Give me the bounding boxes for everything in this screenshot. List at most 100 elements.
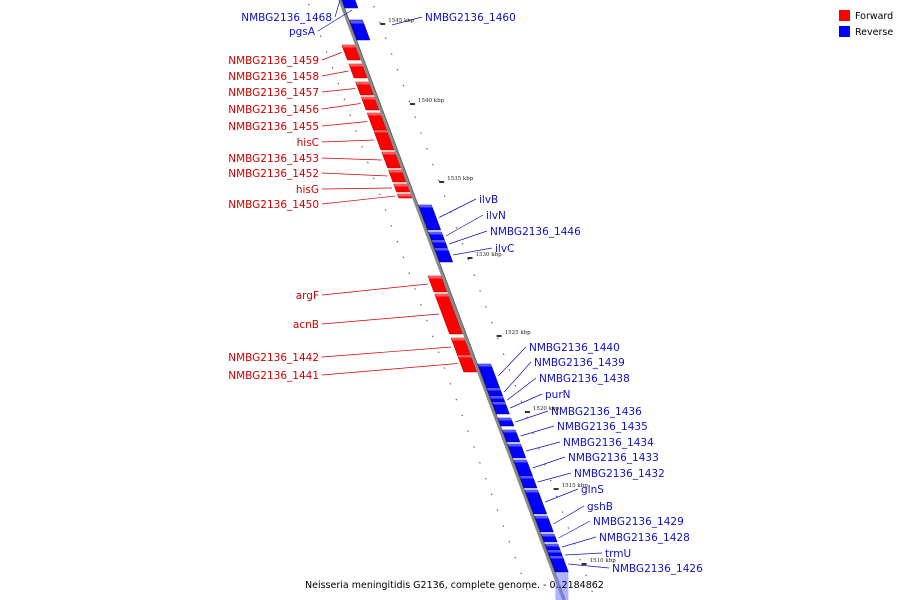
gene-highlight [519,476,535,479]
gene-label-gshb: gshB [553,501,613,525]
leader-line [526,441,561,452]
kbp-label: 1530 kbp [475,252,502,258]
gene-label-text: NMBG2136_1434 [563,437,654,449]
gene-nmbg2136-1446 [431,239,448,249]
gene-body [349,20,368,33]
tick-mark [514,384,517,387]
gene-highlight [486,388,502,391]
gene-label-text: gshB [587,501,613,513]
tick-mark [467,258,470,261]
gene-nmbg2136-1435 [502,429,521,443]
gene-label-ilvn: ilvN [445,210,506,237]
gene-label-text: NMBG2136_1452 [228,168,319,180]
tick-mark [479,461,481,464]
tick-mark [549,479,552,482]
gene-body [497,417,515,427]
tick-mark [319,35,322,38]
gene-label-text: NMBG2136_1456 [228,104,319,116]
gene-label-glns: glnS [545,484,604,503]
gene-label-nmbg2136-1439: NMBG2136_1439 [503,357,625,393]
leader-line [321,363,458,376]
leader-line [503,361,532,393]
tick-mark [379,21,381,24]
tick-mark [514,556,517,559]
tick-mark [585,574,588,577]
gene-highlight [348,64,364,67]
tick-mark [508,540,511,543]
tick-mark [402,84,405,87]
leader-line [391,16,423,26]
tick-mark [443,367,446,369]
tick-mark [473,274,476,277]
leader-line [317,9,353,32]
gene-label-text: NMBG2136_1433 [568,452,659,464]
leader-line [537,472,572,483]
leader-line [321,283,428,296]
kbp-label: 1515 kbp [562,483,589,489]
gene-label-text: NMBG2136_1457 [228,87,319,99]
tick-mark [378,193,381,196]
gene-highlight [434,248,450,251]
genome-caption: Neisseria meningitidis G2136, complete g… [305,580,604,591]
gene-highlight [388,170,403,173]
gene-label-text: NMBG2136_1458 [228,71,319,83]
gene-label-nmbg2136-1438: NMBG2136_1438 [506,373,630,401]
leader-line [453,247,493,256]
gene-nmbg2136-1452 [388,169,407,183]
gene-label-hisc: hisC [297,137,375,149]
tick-mark [567,527,570,529]
tick-mark [390,53,393,55]
gene-label-text: NMBG2136_1435 [557,421,648,433]
gene-ilvb [418,204,442,231]
gene-acnb [434,293,463,335]
gene-ilvc [434,247,454,263]
gene-body [491,401,510,415]
gene-label-nmbg2136-1460: NMBG2136_1460 [391,12,516,26]
tick-mark [314,19,316,22]
gene-label-text: trmU [605,548,631,560]
tick-mark [396,240,399,243]
gene-label-nmbg2136-1457: NMBG2136_1457 [228,87,356,99]
gene-body [388,169,407,183]
kbp-label: 1540 kbp [418,98,445,104]
gene-highlight [355,82,371,85]
gene-highlight [381,152,397,155]
tick-mark [538,448,540,450]
legend: Forward Reverse [839,10,893,38]
leader-line [564,552,603,556]
gene-faded [555,572,569,600]
gene-label-text: NMBG2136_1460 [425,12,516,24]
gene-nmbg2136-1456 [360,96,380,111]
gene-hisg [393,183,410,193]
gene-body [381,151,402,169]
gene-label-text: glnS [581,484,604,496]
gene-highlight [431,240,447,243]
tick-mark [372,177,375,180]
tick-mark [485,305,487,308]
tick-mark [461,414,464,417]
gene-label-text: NMBG2136_1459 [228,55,319,67]
legend-reverse-label: Reverse [855,27,893,38]
tick-mark [496,337,499,340]
tick-mark [343,98,346,101]
tick-mark [526,588,528,591]
tick-mark [432,163,434,166]
gene-label-text: NMBG2136_1455 [228,121,319,133]
leader-line [515,410,549,423]
gene-nmbg2136-1436 [497,417,515,427]
gene-glns [524,489,548,515]
tick-mark [544,463,546,466]
gene-gshb [534,515,554,533]
gene-label-text: NMBG2136_1442 [228,352,319,364]
gene-label-ilvc: ilvC [453,243,514,256]
tick-mark [473,446,475,448]
tick-mark [414,116,417,119]
gene-label-ilvb: ilvB [438,194,498,218]
gene-highlight [341,45,357,48]
gene-highlight [534,516,549,519]
gene-label-text: NMBG2136_1450 [228,199,319,211]
tick-mark [502,525,505,527]
gene-label-nmbg2136-1432: NMBG2136_1432 [537,468,665,483]
leader-line [321,88,356,93]
tick-mark [414,288,416,290]
